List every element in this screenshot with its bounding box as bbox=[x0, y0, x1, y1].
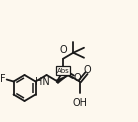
Text: OH: OH bbox=[72, 97, 87, 107]
Text: O: O bbox=[59, 45, 67, 55]
Polygon shape bbox=[56, 75, 69, 84]
Text: O: O bbox=[73, 73, 81, 83]
Text: F: F bbox=[0, 75, 6, 85]
Text: O: O bbox=[84, 65, 91, 75]
FancyBboxPatch shape bbox=[56, 66, 70, 75]
Text: Abs: Abs bbox=[57, 68, 69, 74]
Text: HN: HN bbox=[35, 77, 50, 87]
